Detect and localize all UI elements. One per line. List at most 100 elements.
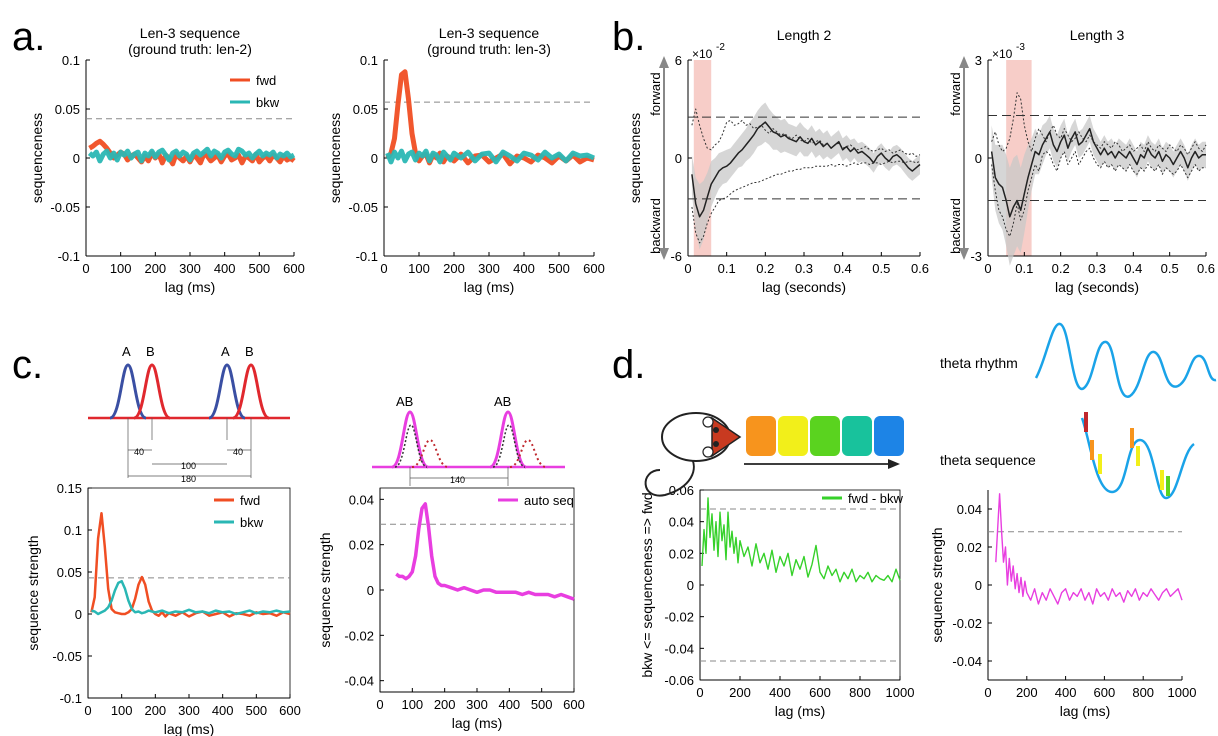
y-tick-label: -0.04 <box>664 641 694 656</box>
x-tick-label: 200 <box>443 261 465 276</box>
plot-frame <box>379 487 575 693</box>
direction-arrow-head <box>888 459 900 469</box>
x-tick-label: 100 <box>111 703 133 718</box>
chart-title: Length 2 <box>777 27 832 43</box>
pulse-ab-2 <box>489 410 527 469</box>
axis-exponent-power: -2 <box>716 42 725 53</box>
schematic-rat-track <box>644 412 904 497</box>
y-tick-label: 0.1 <box>64 523 82 538</box>
series-fwd-line <box>90 511 291 618</box>
y-axis-label: bkw <= sequenceness => fwd <box>639 492 655 677</box>
y-tick-label: 0 <box>975 151 982 166</box>
axis-exponent: ×10 <box>992 47 1013 61</box>
chart-d-right: 0 200 400 600 800 1000 0.04 0.02 0 -0.02 -0.04 lag … <box>929 490 1196 719</box>
y-tick-label: 0.02 <box>669 546 694 561</box>
rat-eye-1 <box>713 427 719 433</box>
up-arrow-icon <box>659 56 669 68</box>
pulse-ab-1-dotted <box>394 424 428 468</box>
y-tick-label: 0.1 <box>62 53 80 68</box>
chart-subtitle: (ground truth: len-2) <box>128 41 252 57</box>
legend-label: fwd <box>256 73 276 88</box>
forward-label: forward <box>648 72 663 115</box>
seq-bar-yellow <box>1098 454 1102 474</box>
chart-a-right: 0 100 200 300 400 500 600 0.1 0.05 0 -0.05 -0.1 lag … <box>327 25 605 295</box>
x-tick-label: 500 <box>531 697 553 712</box>
y-axis-label: sequence strength <box>317 532 333 647</box>
x-tick-label: 0.4 <box>1124 261 1142 276</box>
pulse-a-1 <box>109 363 147 420</box>
interval-140: 140 <box>450 475 465 485</box>
backward-dotted-line <box>991 147 1206 237</box>
pulse-ab-2-dotted <box>492 424 526 468</box>
panel-label-a: a. <box>12 15 45 59</box>
y-tick-label: 0 <box>75 607 82 622</box>
x-tick-label: 100 <box>401 697 423 712</box>
x-axis-label: lag (seconds) <box>762 279 846 295</box>
x-tick-label: 1000 <box>1168 685 1197 700</box>
rat-tail <box>644 454 695 497</box>
x-tick-label: 400 <box>498 697 520 712</box>
confidence-band <box>691 102 920 250</box>
seq-bar-orange <box>1090 440 1094 460</box>
y-tick-label: -0.05 <box>50 200 80 215</box>
x-tick-label: 400 <box>769 685 791 700</box>
chart-c-left: 0 100 200 300 400 500 600 0.15 0.1 0.05 0 -0.05 -0.1… <box>25 481 301 736</box>
y-tick-label: 0.05 <box>353 102 378 117</box>
x-tick-label: 600 <box>1094 685 1116 700</box>
axis-exponent-power: -3 <box>1016 42 1025 53</box>
rat-head <box>711 416 742 458</box>
schematic-ab-pulses: A B A B 40 100 40 180 <box>88 344 290 484</box>
y-tick-label: -0.02 <box>952 616 982 631</box>
mean-line <box>990 127 1206 218</box>
up-arrow-icon <box>959 56 969 68</box>
legend-label: fwd <box>240 493 260 508</box>
y-tick-label: 0 <box>371 151 378 166</box>
track-segment-3 <box>810 416 840 456</box>
x-tick-label: 0.3 <box>1088 261 1106 276</box>
y-tick-label: 6 <box>675 53 682 68</box>
label-a-2: A <box>221 344 230 359</box>
chart-title: Len-3 sequence <box>439 25 540 41</box>
y-tick-label: -0.04 <box>344 674 374 689</box>
series-bkw-line <box>385 148 595 165</box>
y-tick-label: -0.05 <box>52 649 82 664</box>
y-tick-label: 0 <box>675 151 682 166</box>
interval-markers <box>127 418 252 478</box>
chart-c-right: 0 100 200 300 400 500 600 0.04 0.02 0 -0.02 -0.04 la… <box>317 487 585 731</box>
interval-40-b: 40 <box>233 447 243 457</box>
x-tick-label: 0 <box>380 261 387 276</box>
x-tick-label: 0.2 <box>756 261 774 276</box>
backward-label: backward <box>648 198 663 254</box>
backward-dotted-line <box>691 160 921 244</box>
theta-sequence-label: theta sequence <box>940 452 1036 468</box>
y-tick-label: -3 <box>970 249 982 264</box>
x-tick-label: 400 <box>214 261 236 276</box>
y-tick-label: 0 <box>73 151 80 166</box>
chart-title: Len-3 sequence <box>140 25 241 41</box>
x-tick-label: 0.1 <box>1015 261 1033 276</box>
x-tick-label: 0 <box>684 261 691 276</box>
label-b-2: B <box>245 344 254 359</box>
mean-line <box>691 121 921 218</box>
seq-bar-yellow-3 <box>1160 470 1164 490</box>
x-tick-label: 0 <box>984 685 991 700</box>
backward-label: backward <box>948 198 963 254</box>
x-tick-label: 600 <box>279 703 301 718</box>
x-tick-label: 600 <box>809 685 831 700</box>
y-tick-label: 0.15 <box>57 481 82 496</box>
x-tick-label: 0.4 <box>834 261 852 276</box>
legend-label: bkw <box>256 95 280 110</box>
y-tick-label: 0 <box>367 583 374 598</box>
chart-d-left: 0 200 400 600 800 1000 0.06 0.04 0.02 0 -0.02 -0.04… <box>639 483 914 719</box>
y-tick-label: 0 <box>687 578 694 593</box>
axis-exponent: ×10 <box>692 47 713 61</box>
chart-subtitle: (ground truth: len-3) <box>427 41 551 57</box>
x-axis-label: lag (ms) <box>775 703 826 719</box>
y-tick-label: 0.05 <box>55 102 80 117</box>
seq-bar-orange-2 <box>1130 428 1134 448</box>
track-segment-5 <box>874 416 904 456</box>
x-axis-label: lag (ms) <box>164 721 215 736</box>
chart-title: Length 3 <box>1070 27 1125 43</box>
